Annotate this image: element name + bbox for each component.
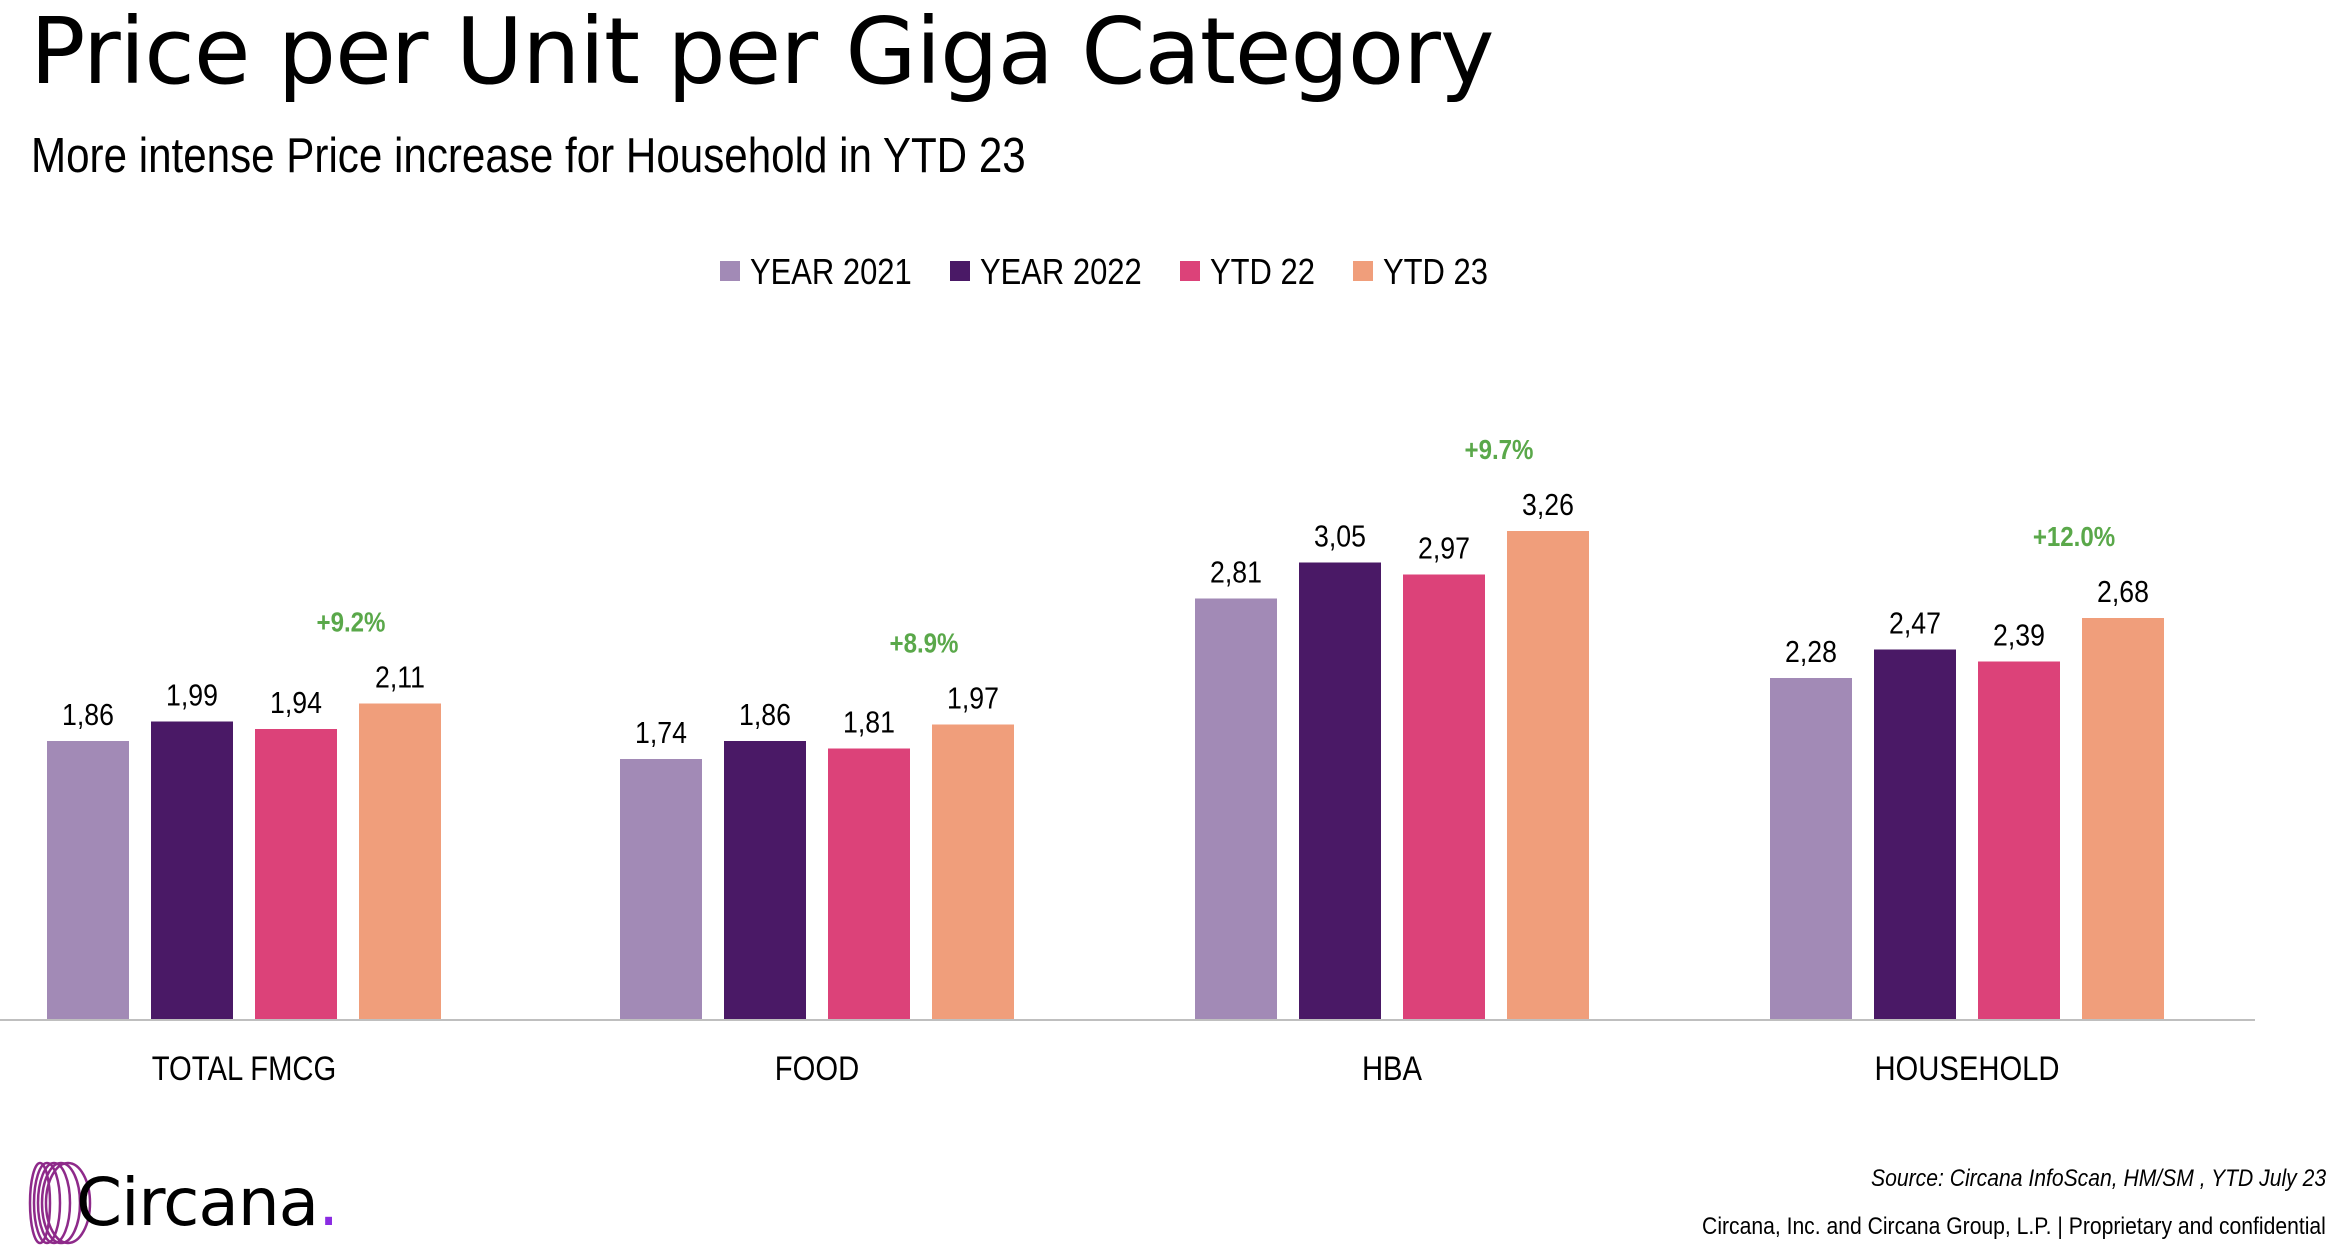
x-tick-label: HOUSEHOLD [1874, 1049, 2059, 1088]
bar-total-fmcg-ytd-22 [255, 729, 337, 1020]
legend-swatch [950, 261, 970, 281]
legend-swatch [720, 261, 740, 281]
legend-label: YEAR 2021 [750, 253, 912, 293]
legend-swatch [1353, 261, 1373, 281]
bar-household-ytd-23 [2082, 618, 2164, 1020]
growth-annotation: +9.7% [1465, 433, 1534, 465]
data-label: 2,39 [1993, 619, 2045, 653]
data-label: 1,74 [635, 716, 687, 750]
bar-total-fmcg-year-2021 [47, 741, 129, 1020]
data-label: 1,97 [947, 682, 999, 716]
source-note: Source: Circana InfoScan, HM/SM , YTD Ju… [1870, 1165, 2326, 1192]
data-label: 2,28 [1785, 635, 1837, 669]
x-tick-label: HBA [1362, 1049, 1423, 1088]
bar-household-ytd-22 [1978, 661, 2060, 1020]
bar-food-ytd-22 [828, 748, 910, 1020]
data-label: 3,05 [1314, 520, 1366, 554]
x-tick-label: TOTAL FMCG [152, 1049, 337, 1088]
circana-logo-dot: . [318, 1164, 339, 1241]
chart-legend: YEAR 2021 YEAR 2022 YTD 22 YTD 23 [720, 253, 1488, 293]
bar-food-ytd-23 [932, 724, 1014, 1020]
bar-total-fmcg-ytd-23 [359, 703, 441, 1020]
chart-bars: 1,86 1,99 1,94 2,11 +9.2% TOTAL FMCG 1,74 1,86 1… [47, 433, 2164, 1088]
legend-swatch [1180, 261, 1200, 281]
data-label: 1,86 [62, 698, 114, 732]
bar-chart: YEAR 2021 YEAR 2022 YTD 22 YTD 23 1,861,99 1… [0, 253, 2255, 1088]
bar-food-year-2021 [620, 759, 702, 1020]
data-label: 1,81 [843, 706, 895, 740]
bar-hba-ytd-23 [1507, 531, 1589, 1020]
growth-annotation: +8.9% [890, 627, 959, 659]
circana-logo-name: Circana [76, 1164, 319, 1241]
data-label: 2,47 [1889, 607, 1941, 641]
circana-logo-mark-icon [28, 1161, 92, 1245]
data-label: 2,97 [1418, 532, 1470, 566]
growth-annotation: +12.0% [2033, 520, 2115, 552]
page-subtitle: More intense Price increase for Househol… [31, 129, 1026, 183]
data-label: 1,86 [739, 698, 791, 732]
bar-household-year-2022 [1874, 649, 1956, 1020]
circana-logo-text: Circana. [76, 1158, 339, 1248]
bar-hba-ytd-22 [1403, 574, 1485, 1020]
page-title: Price per Unit per Giga Category [30, 0, 1494, 105]
bar-hba-year-2021 [1195, 598, 1277, 1020]
bar-hba-year-2022 [1299, 562, 1381, 1020]
data-label: 2,68 [2097, 575, 2149, 609]
data-label: 3,26 [1522, 488, 1574, 522]
growth-annotation: +9.2% [317, 606, 386, 638]
data-label: 2,11 [375, 661, 425, 695]
bar-household-year-2021 [1770, 678, 1852, 1020]
circana-logo: Circana. [26, 1158, 346, 1248]
x-tick-label: FOOD [775, 1049, 859, 1088]
legend-label: YEAR 2022 [980, 253, 1142, 293]
data-label: 1,99 [166, 679, 218, 713]
legend-label: YTD 22 [1210, 253, 1315, 293]
data-label: 2,81 [1210, 556, 1262, 590]
bar-total-fmcg-year-2022 [151, 721, 233, 1020]
bar-food-year-2022 [724, 741, 806, 1020]
legend-label: YTD 23 [1383, 253, 1488, 293]
legal-note: Circana, Inc. and Circana Group, L.P. | … [1702, 1213, 2326, 1240]
data-label: 1,94 [270, 686, 322, 720]
